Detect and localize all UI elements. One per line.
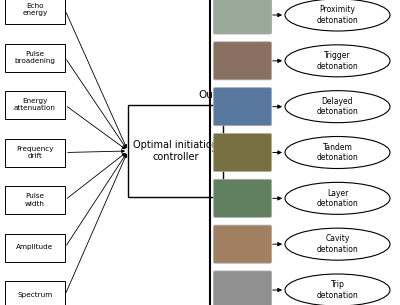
Ellipse shape [285,228,390,260]
Ellipse shape [285,182,390,214]
FancyBboxPatch shape [5,138,65,167]
Text: Optimal initiation
controller: Optimal initiation controller [133,140,218,162]
Text: Output: Output [198,90,235,100]
FancyBboxPatch shape [5,281,65,305]
Text: Frequency
drift: Frequency drift [16,146,54,159]
FancyBboxPatch shape [128,105,223,197]
Text: Trip
detonation: Trip detonation [317,280,358,300]
Text: Tandem
detonation: Tandem detonation [317,143,358,162]
FancyBboxPatch shape [214,225,272,263]
FancyBboxPatch shape [214,0,272,34]
FancyBboxPatch shape [5,91,65,119]
FancyBboxPatch shape [5,44,65,71]
FancyBboxPatch shape [214,134,272,171]
FancyBboxPatch shape [214,179,272,217]
Ellipse shape [285,274,390,305]
Ellipse shape [285,91,390,123]
Text: Proximity
detonation: Proximity detonation [317,5,358,25]
Text: Cavity
detonation: Cavity detonation [317,235,358,254]
Ellipse shape [285,45,390,77]
FancyBboxPatch shape [5,234,65,261]
Text: Echo
energy: Echo energy [22,3,48,16]
Text: Layer
detonation: Layer detonation [317,188,358,208]
Text: Spectrum: Spectrum [17,292,53,298]
FancyBboxPatch shape [214,271,272,305]
Text: Amplitude: Amplitude [16,245,54,250]
Text: Pulse
width: Pulse width [25,193,45,206]
FancyBboxPatch shape [5,0,65,24]
Text: Pulse
broadening: Pulse broadening [14,51,56,64]
FancyBboxPatch shape [214,88,272,126]
Text: Trigger
detonation: Trigger detonation [317,51,358,70]
FancyBboxPatch shape [5,186,65,214]
Ellipse shape [285,137,390,168]
Ellipse shape [285,0,390,31]
FancyBboxPatch shape [214,42,272,80]
Text: Delayed
detonation: Delayed detonation [317,97,358,117]
Text: Energy
attenuation: Energy attenuation [14,99,56,112]
